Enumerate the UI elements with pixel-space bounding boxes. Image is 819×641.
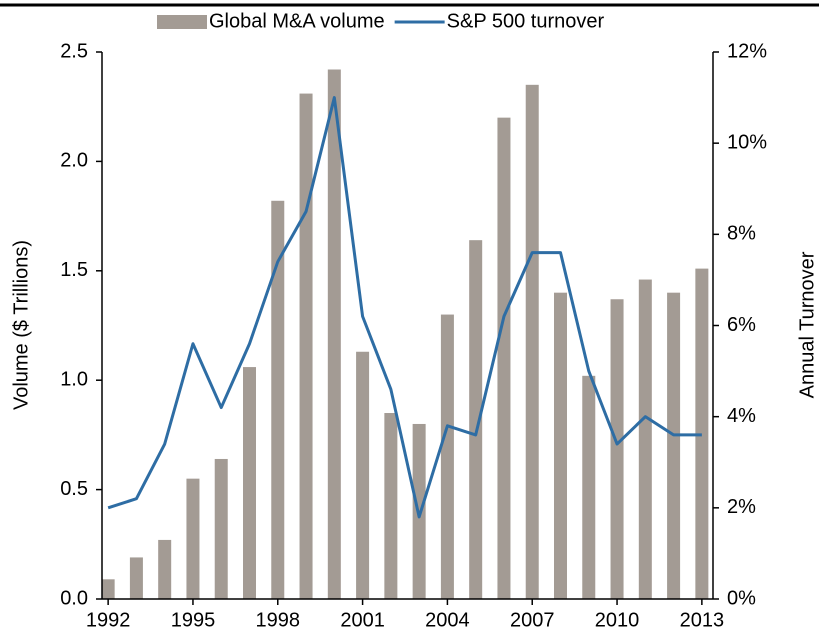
y-tick-label: 2.0	[60, 150, 88, 172]
bar	[667, 292, 681, 599]
legend-label: S&P 500 turnover	[447, 10, 605, 32]
y-tick-label: 2.5	[60, 40, 88, 62]
y2-tick-label: 2%	[727, 496, 756, 518]
y-tick-label: 1.5	[60, 259, 88, 281]
y-axis-title: Volume ($ Trillions)	[10, 240, 32, 410]
bar	[638, 279, 652, 599]
bar	[327, 69, 341, 599]
x-tick-label: 2007	[510, 609, 555, 631]
x-tick-label: 2001	[340, 609, 385, 631]
y2-tick-label: 4%	[727, 405, 756, 427]
y2-axis-title: Annual Turnover	[796, 251, 818, 398]
bar	[553, 292, 568, 599]
bar	[186, 478, 200, 599]
bar	[271, 200, 285, 599]
legend-swatch	[157, 15, 207, 29]
bar	[129, 557, 143, 599]
x-tick-label: 2013	[680, 609, 725, 631]
bar	[610, 299, 624, 599]
bar	[384, 413, 398, 599]
bar	[440, 314, 454, 599]
bar	[158, 539, 172, 599]
x-tick-label: 1998	[256, 609, 301, 631]
bar	[299, 93, 313, 600]
y2-tick-label: 10%	[727, 131, 767, 153]
x-tick-label: 1995	[171, 609, 216, 631]
x-tick-label: 1992	[86, 609, 131, 631]
bar	[525, 84, 539, 599]
x-tick-label: 2004	[425, 609, 470, 631]
x-tick-label: 2010	[595, 609, 640, 631]
y2-tick-label: 8%	[727, 223, 756, 245]
bar	[582, 375, 596, 599]
bar	[242, 367, 257, 599]
y-tick-label: 0.0	[60, 587, 88, 609]
line	[107, 96, 702, 519]
bar	[469, 240, 483, 599]
bar	[497, 117, 511, 599]
y2-tick-label: 0%	[727, 587, 756, 609]
y-tick-label: 0.5	[60, 478, 88, 500]
bar	[356, 351, 370, 599]
y2-tick-label: 6%	[727, 314, 756, 336]
y-tick-label: 1.0	[60, 368, 88, 390]
bar	[101, 579, 115, 599]
bar	[214, 458, 228, 599]
y2-tick-label: 12%	[727, 40, 767, 62]
legend-label: Global M&A volume	[209, 10, 385, 32]
